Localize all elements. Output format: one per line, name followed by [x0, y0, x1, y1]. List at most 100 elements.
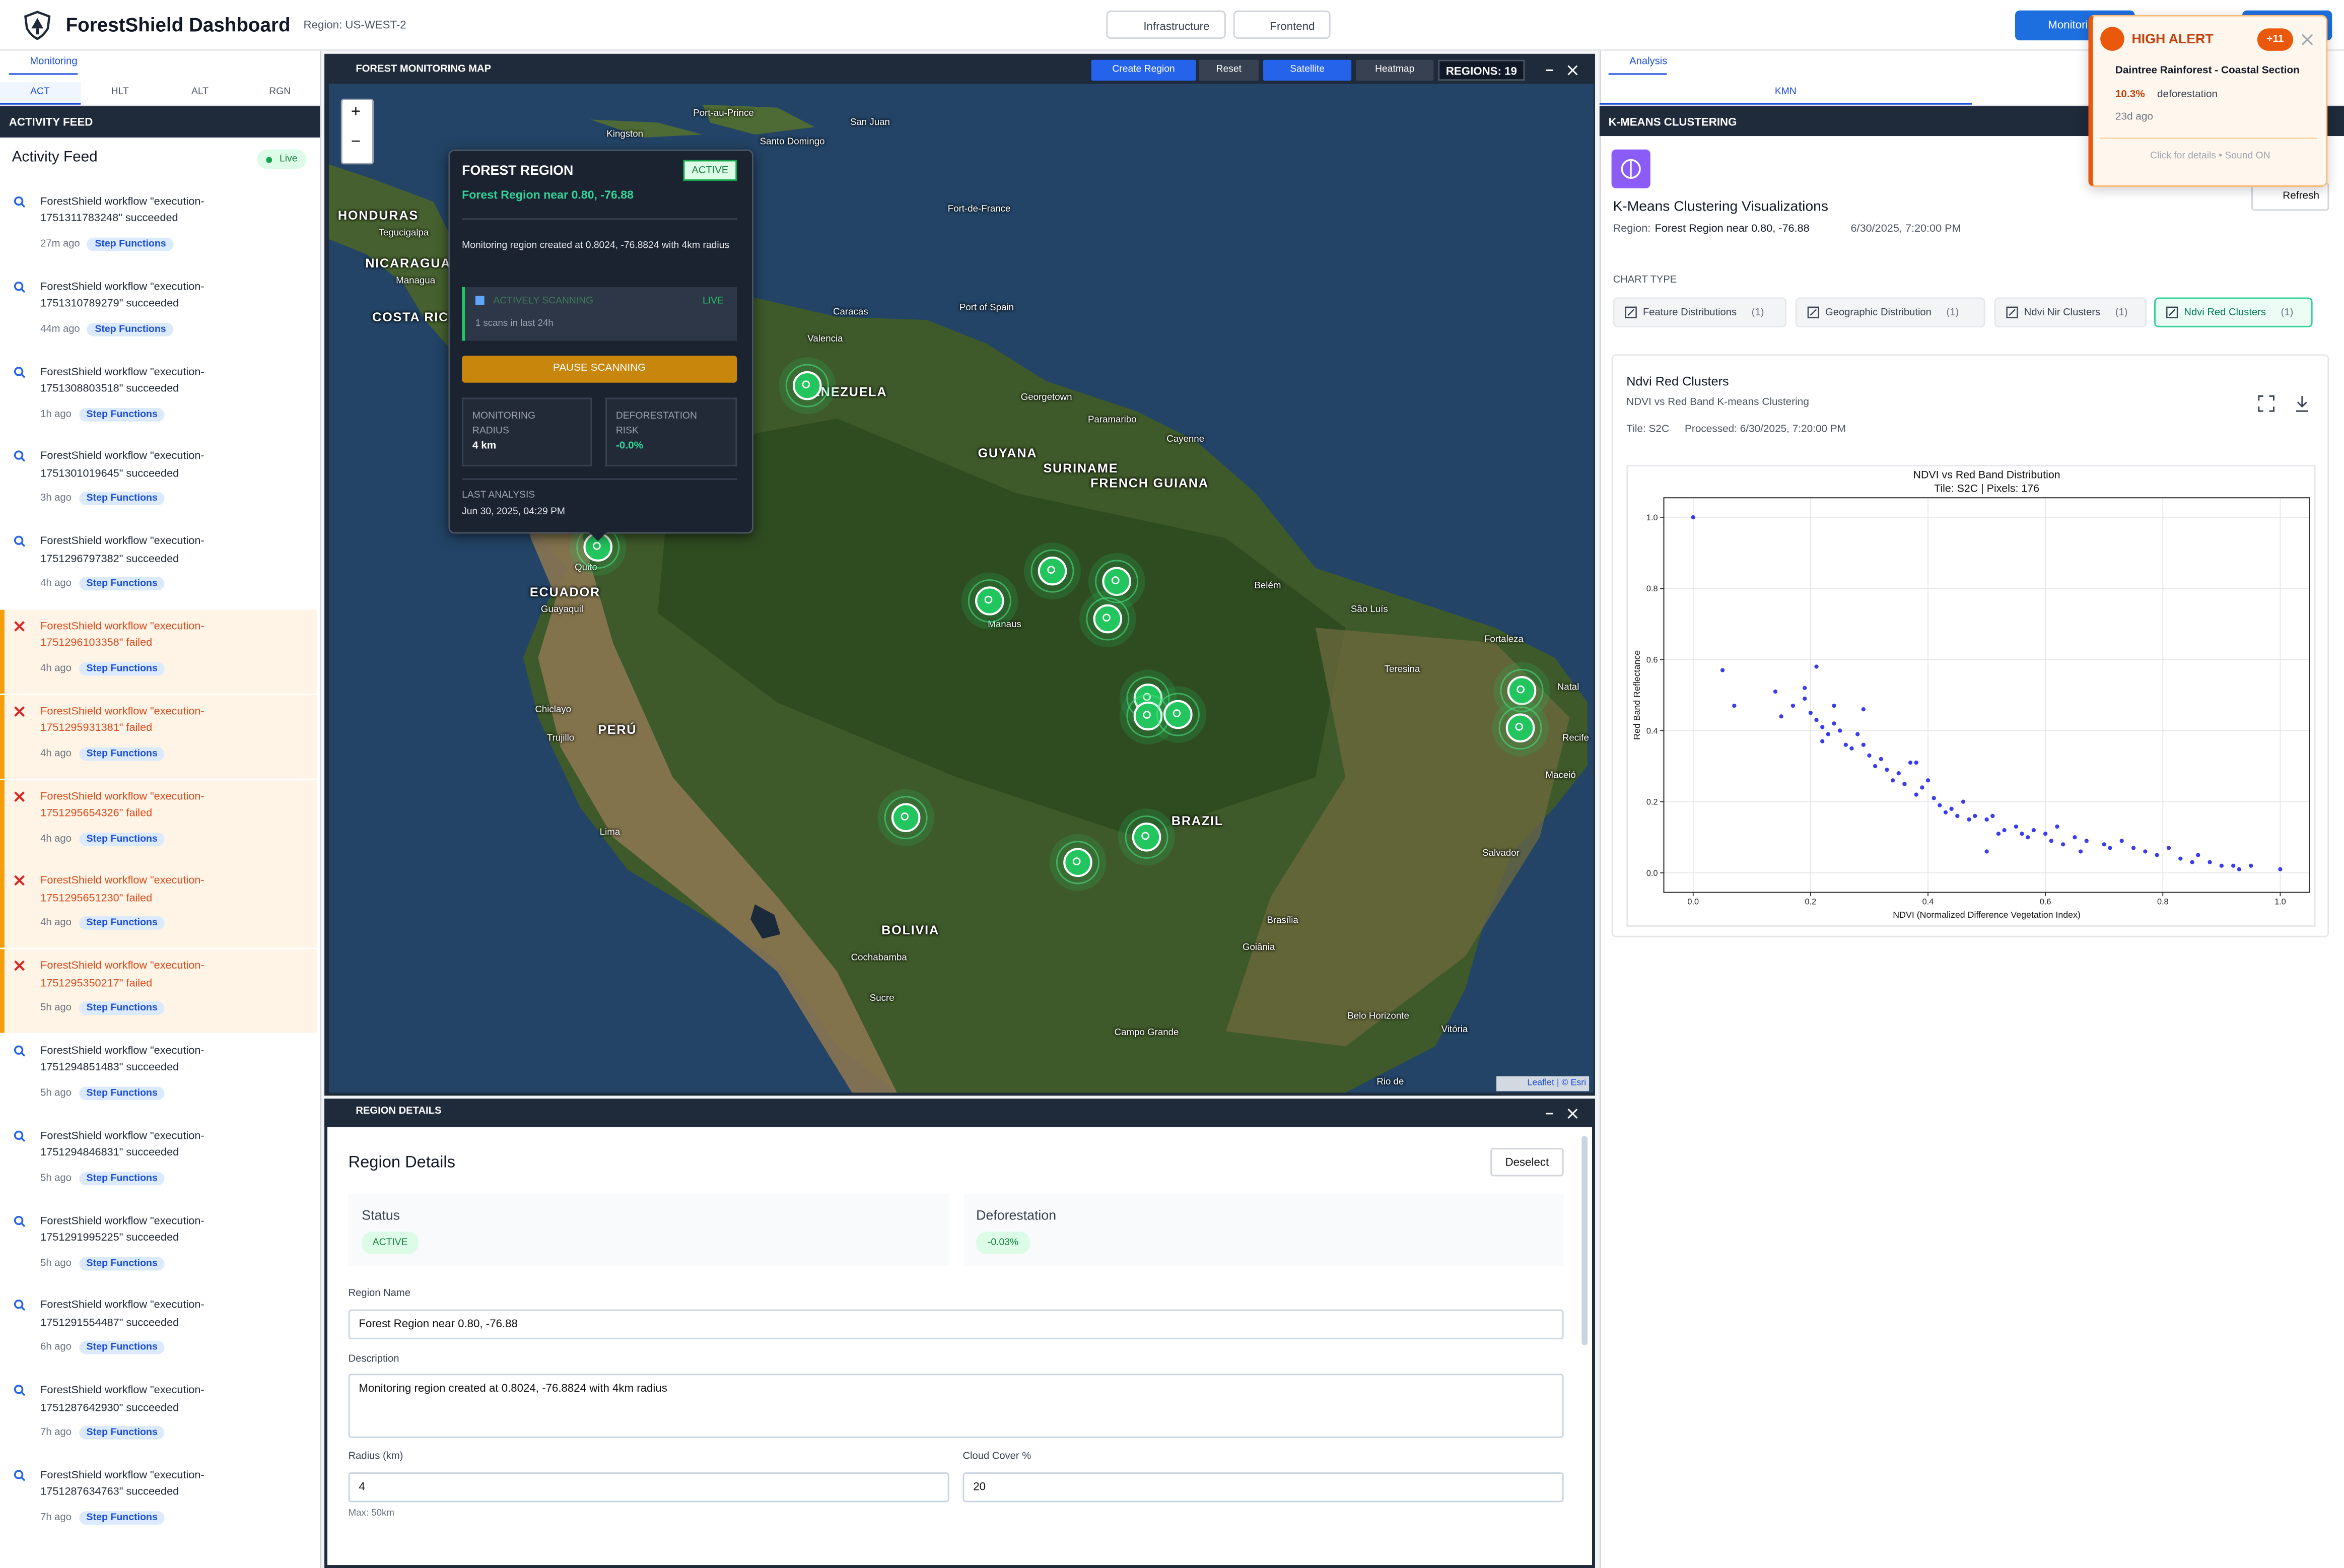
region-marker[interactable]: [1492, 699, 1549, 757]
close-icon[interactable]: [1567, 1108, 1578, 1119]
scatter-point: [1925, 778, 1931, 783]
cloud-input[interactable]: 20: [962, 1472, 1564, 1503]
city-label: Manaus: [988, 620, 1021, 630]
chart-type-chip[interactable]: Feature Distributions (1): [1613, 297, 1786, 327]
icon-part: [21, 1052, 26, 1057]
scatter-point: [1990, 813, 1995, 819]
deselect-button[interactable]: Deselect: [1490, 1148, 1564, 1177]
icon-part: [14, 196, 24, 206]
marker-glyph: [1143, 711, 1151, 719]
region-marker[interactable]: [1149, 686, 1207, 743]
window-controls[interactable]: [1540, 1106, 1581, 1121]
region-name: Forest Region near 0.80, -76.88: [1654, 221, 1810, 235]
feed-item[interactable]: ForestShield workflow "execution-1751287…: [0, 1459, 317, 1542]
feed-item[interactable]: ForestShield workflow "execution-1751294…: [0, 1119, 317, 1203]
region-marker[interactable]: [961, 572, 1018, 630]
panel-tab[interactable]: Analysis: [1608, 57, 1668, 75]
details-title: REGION DETAILS: [356, 1106, 442, 1117]
region-marker[interactable]: [1493, 662, 1550, 719]
description-input[interactable]: Monitoring region created at 0.8024, -76…: [348, 1374, 1564, 1438]
last-label: LAST ANALYSIS: [462, 490, 535, 501]
region-marker[interactable]: [1088, 553, 1145, 610]
nav-button[interactable]: Frontend: [1233, 10, 1331, 39]
analysis-date: 6/30/2025, 7:20:00 PM: [1850, 221, 1961, 235]
pause-button[interactable]: PAUSE SCANNING: [462, 356, 737, 383]
marker-glyph: [1047, 566, 1056, 574]
icon-part: [14, 1470, 24, 1479]
expand-icon[interactable]: [2258, 395, 2274, 412]
risk-label: DEFORESTATION RISK: [615, 411, 698, 437]
scrollbar[interactable]: [1581, 1136, 1588, 1345]
icon-part: [14, 706, 25, 717]
map-button[interactable]: Satellite: [1263, 59, 1352, 81]
scatter-point: [2049, 839, 2053, 843]
feed-item[interactable]: ForestShield workflow "execution-1751291…: [0, 1204, 317, 1288]
feed-item[interactable]: ForestShield workflow "execution-1751301…: [0, 440, 317, 524]
window-controls[interactable]: [1540, 63, 1581, 78]
feed-item[interactable]: ForestShield workflow "execution-1751294…: [0, 1035, 317, 1118]
zoom-in[interactable]: +: [351, 103, 361, 121]
map-button[interactable]: Create Region: [1091, 59, 1196, 81]
feed-item[interactable]: ForestShield workflow "execution-1751310…: [0, 270, 317, 354]
feed-item[interactable]: ForestShield workflow "execution-1751308…: [0, 355, 317, 439]
download-icon[interactable]: [2296, 396, 2308, 412]
region-marker[interactable]: [1024, 542, 1081, 600]
country-label: NICARAGUA: [365, 255, 451, 271]
feed-item[interactable]: ForestShield workflow "execution-1751287…: [0, 1374, 317, 1458]
chart-card: [1611, 354, 2329, 937]
feed-list: ForestShield workflow "execution-1751311…: [0, 185, 317, 1568]
chart-type-chip[interactable]: Ndvi Red Clusters (1): [2154, 297, 2313, 327]
feed-text: ForestShield workflow "execution-1751311…: [40, 194, 204, 225]
icon: [14, 451, 26, 462]
feed-item[interactable]: ForestShield workflow "execution-1751295…: [0, 779, 317, 864]
feed-item[interactable]: ForestShield workflow "execution-1751296…: [0, 525, 317, 608]
city-label: Georgetown: [1020, 392, 1072, 403]
subtab[interactable]: ACT: [0, 82, 80, 105]
subtab[interactable]: HLT: [111, 87, 129, 97]
chart-type-chip[interactable]: Ndvi Nir Clusters (1): [1994, 297, 2147, 327]
region-marker[interactable]: [877, 789, 935, 846]
map-button[interactable]: Reset: [1199, 59, 1259, 81]
marker-glyph: [593, 541, 601, 550]
subtab[interactable]: RGN: [269, 87, 291, 97]
feed-tag: Step Functions: [79, 492, 165, 506]
region-name-input[interactable]: Forest Region near 0.80, -76.88: [348, 1309, 1564, 1339]
card-actions[interactable]: [2257, 394, 2317, 413]
chart-type-chip[interactable]: Geographic Distribution (1): [1795, 297, 1985, 327]
feed-item[interactable]: ForestShield workflow "execution-1751296…: [0, 609, 317, 694]
region-marker[interactable]: [779, 357, 836, 415]
panel-tab[interactable]: Monitoring: [9, 57, 78, 75]
scan-count: 1 scans in last 24h: [475, 318, 554, 329]
close-icon[interactable]: [2302, 34, 2313, 45]
icon: [14, 1130, 26, 1142]
icon-part: [14, 1130, 24, 1140]
zoom-out[interactable]: −: [351, 133, 361, 151]
attribution[interactable]: Leaflet | © Esri: [1496, 1076, 1590, 1092]
logo-tree: [31, 18, 44, 29]
subtab[interactable]: KMN: [1599, 82, 1972, 105]
feed-item[interactable]: ForestShield workflow "execution-1751311…: [0, 185, 317, 269]
city-label: Brasília: [1267, 915, 1298, 926]
scatter-point: [1803, 686, 1807, 690]
close-icon[interactable]: [1567, 65, 1578, 76]
popup-status: ACTIVE: [683, 160, 737, 181]
feed-item[interactable]: ForestShield workflow "execution-1751295…: [0, 695, 317, 779]
map[interactable]: [328, 84, 1594, 1093]
nav-button[interactable]: Infrastructure: [1106, 10, 1226, 39]
feed-item[interactable]: ForestShield workflow "execution-1751291…: [0, 1289, 317, 1373]
region-count: REGIONS: 19: [1438, 59, 1525, 81]
map-button[interactable]: Heatmap: [1356, 59, 1434, 81]
city-label: Port-au-Prince: [693, 108, 754, 119]
feed-meta: 5h ago Step Functions: [40, 1001, 165, 1015]
feed-item[interactable]: ForestShield workflow "execution-1751295…: [0, 949, 317, 1034]
subtab[interactable]: ALT: [191, 87, 209, 97]
land-island: [590, 119, 703, 138]
alert-close[interactable]: [2302, 34, 2313, 45]
feed-item[interactable]: ForestShield workflow "execution-1751295…: [0, 864, 317, 948]
region-marker[interactable]: [1049, 834, 1107, 891]
icon: [14, 1215, 26, 1226]
live-badge: [257, 149, 307, 169]
region-marker[interactable]: [1079, 590, 1136, 647]
region-marker[interactable]: [1118, 808, 1175, 866]
radius-input[interactable]: 4: [348, 1472, 949, 1503]
